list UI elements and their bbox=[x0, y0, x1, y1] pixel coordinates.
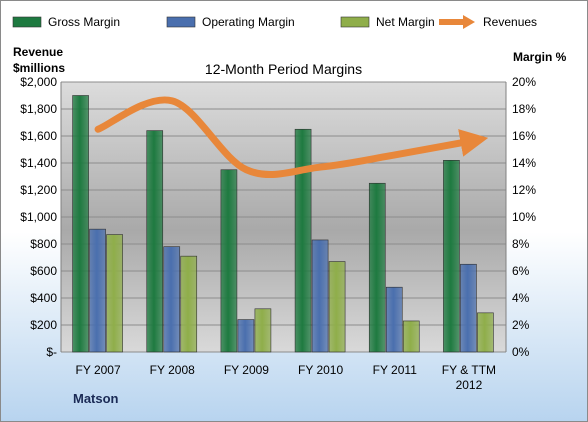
bar-net-margin bbox=[328, 261, 346, 353]
legend-label: Revenues bbox=[483, 15, 537, 29]
category-label: FY 2011 bbox=[373, 363, 418, 377]
right-tick-label: 0% bbox=[512, 345, 530, 359]
bar-net-margin bbox=[180, 255, 198, 353]
bar-gross-margin bbox=[220, 169, 238, 353]
left-tick-label: $400 bbox=[30, 291, 57, 305]
legend-arrow-icon bbox=[463, 15, 475, 29]
legend-swatch bbox=[166, 16, 196, 28]
legend-swatch bbox=[12, 16, 42, 28]
bar-gross-margin bbox=[368, 182, 386, 353]
right-tick-label: 18% bbox=[512, 102, 536, 116]
legend-label: Gross Margin bbox=[48, 15, 120, 29]
bar-gross-margin bbox=[294, 128, 312, 353]
category-label: FY 2010 bbox=[298, 363, 343, 377]
bar-net-margin bbox=[106, 234, 123, 353]
category-label: FY & TTM bbox=[442, 363, 496, 377]
legend-label: Operating Margin bbox=[202, 15, 295, 29]
right-tick-label: 8% bbox=[512, 237, 530, 251]
category-label: FY 2007 bbox=[76, 363, 121, 377]
right-tick-label: 16% bbox=[512, 129, 536, 143]
right-tick-label: 12% bbox=[512, 183, 536, 197]
bar-net-margin bbox=[402, 320, 420, 353]
bar-operating-margin bbox=[89, 228, 106, 353]
category-label: 2012 bbox=[456, 378, 483, 392]
bar-gross-margin bbox=[72, 95, 89, 353]
right-tick-label: 20% bbox=[512, 75, 536, 89]
revenues-line bbox=[94, 96, 489, 178]
bar-operating-margin bbox=[163, 246, 181, 353]
bar-operating-margin bbox=[311, 239, 329, 353]
left-tick-label: $1,200 bbox=[20, 183, 57, 197]
right-axis-label: Margin % bbox=[513, 50, 567, 64]
left-tick-label: $200 bbox=[30, 318, 57, 332]
legend-label: Net Margin bbox=[376, 15, 435, 29]
company-label: Matson bbox=[73, 391, 119, 406]
left-axis-label: Revenue bbox=[13, 45, 63, 59]
legend-swatch bbox=[340, 16, 370, 28]
left-tick-label: $1,400 bbox=[20, 156, 57, 170]
left-tick-label: $1,600 bbox=[20, 129, 57, 143]
bar-gross-margin bbox=[443, 160, 460, 353]
category-label: FY 2008 bbox=[150, 363, 195, 377]
left-tick-label: $800 bbox=[30, 237, 57, 251]
left-axis-label: $millions bbox=[13, 61, 65, 75]
right-tick-label: 2% bbox=[512, 318, 530, 332]
chart-title: 12-Month Period Margins bbox=[205, 61, 362, 77]
bar-net-margin bbox=[477, 312, 494, 353]
right-tick-label: 6% bbox=[512, 264, 530, 278]
left-tick-label: $2,000 bbox=[20, 75, 57, 89]
left-tick-label: $- bbox=[46, 345, 57, 359]
bar-operating-margin bbox=[237, 319, 255, 353]
right-tick-label: 14% bbox=[512, 156, 536, 170]
category-label: FY 2009 bbox=[224, 363, 269, 377]
bar-net-margin bbox=[254, 308, 272, 353]
bar-operating-margin bbox=[385, 286, 403, 353]
left-tick-label: $1,800 bbox=[20, 102, 57, 116]
bar-gross-margin bbox=[146, 130, 164, 353]
right-tick-label: 10% bbox=[512, 210, 536, 224]
bar-operating-margin bbox=[460, 263, 477, 353]
right-tick-label: 4% bbox=[512, 291, 530, 305]
left-tick-label: $1,000 bbox=[20, 210, 57, 224]
left-tick-label: $600 bbox=[30, 264, 57, 278]
